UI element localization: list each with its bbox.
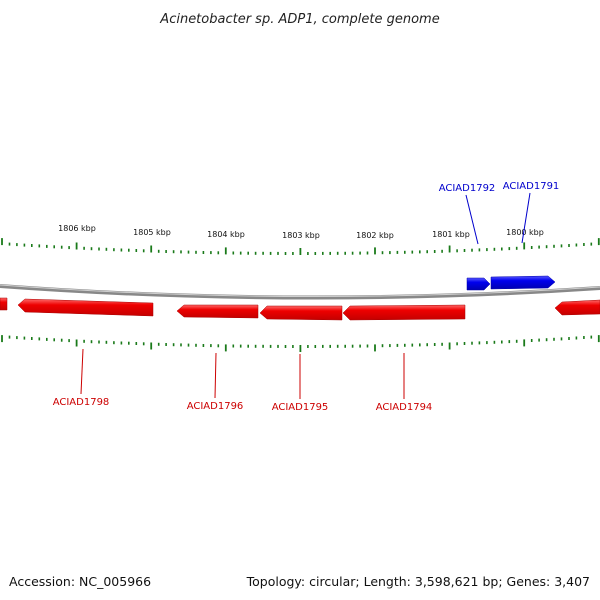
leader-ACIAD1798 (80, 348, 84, 395)
accession-text: Accession: NC_005966 (9, 574, 151, 589)
gene-ACIAD1796[interactable] (176, 304, 259, 319)
leader-ACIAD1796 (214, 352, 217, 399)
tick-label: 1800 kbp (506, 228, 544, 237)
tick-row-bottom (1, 335, 600, 352)
gene-ACIAD1795[interactable] (259, 305, 343, 321)
gene-ACIAD1798[interactable] (17, 298, 154, 317)
genome-backbone-highlight (0, 284, 600, 298)
gene-label-ACIAD1792[interactable]: ACIAD1792 (439, 183, 496, 194)
leader-ACIAD1791 (521, 192, 531, 244)
gene-ACIAD1794[interactable] (342, 304, 466, 321)
gene-left-edge[interactable] (0, 297, 8, 311)
tick-label: 1802 kbp (356, 231, 394, 240)
gene-label-ACIAD1791[interactable]: ACIAD1791 (503, 181, 560, 192)
gene-label-ACIAD1796[interactable]: ACIAD1796 (187, 401, 244, 412)
genome-summary-text: Topology: circular; Length: 3,598,621 bp… (246, 574, 590, 589)
gene-label-ACIAD1798[interactable]: ACIAD1798 (53, 397, 110, 408)
tick-label: 1801 kbp (432, 230, 470, 239)
tick-label: 1806 kbp (58, 224, 96, 233)
tick-label: 1804 kbp (207, 230, 245, 239)
leader-ACIAD1792 (465, 194, 479, 245)
gene-right-edge[interactable] (554, 299, 600, 316)
genome-backbone (0, 284, 600, 300)
reverse-strand (0, 297, 600, 321)
gene-label-ACIAD1794[interactable]: ACIAD1794 (376, 402, 433, 413)
gene-labels: ACIAD1792 ACIAD1791 ACIAD1798 ACIAD1796 … (53, 181, 560, 413)
tick-label: 1805 kbp (133, 228, 171, 237)
forward-strand (466, 275, 556, 291)
tick-label: 1803 kbp (282, 231, 320, 240)
gene-ACIAD1792[interactable] (466, 277, 491, 291)
tick-row-top (1, 238, 600, 255)
gene-ACIAD1791[interactable] (490, 275, 556, 290)
map-title: Acinetobacter sp. ADP1, complete genome (159, 12, 439, 27)
gene-leaders (80, 192, 531, 399)
gene-label-ACIAD1795[interactable]: ACIAD1795 (272, 402, 329, 413)
tick-labels: 1806 kbp 1805 kbp 1804 kbp 1803 kbp 1802… (58, 224, 544, 240)
